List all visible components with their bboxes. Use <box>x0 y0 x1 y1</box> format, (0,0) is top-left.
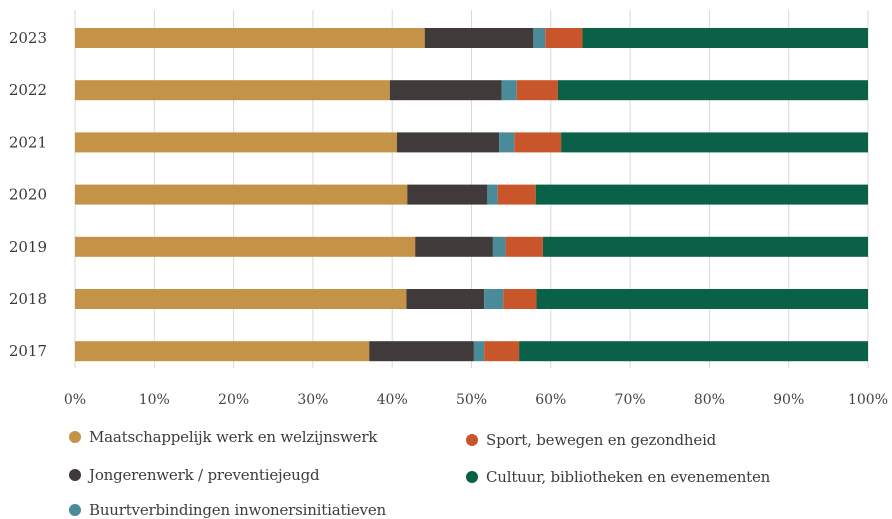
bar-segment <box>519 341 868 362</box>
bar-segment <box>484 341 520 362</box>
y-category-label: 2022 <box>9 81 47 99</box>
bar-segment <box>75 132 397 153</box>
bar-segment <box>389 80 502 101</box>
bar-segment <box>561 132 868 153</box>
bar-segment <box>75 28 425 48</box>
bar-segment <box>75 289 407 309</box>
bar-segment <box>535 184 868 205</box>
x-tick-label: 40% <box>377 392 408 408</box>
x-tick-label: 100% <box>848 392 888 408</box>
bar-segment <box>536 289 868 309</box>
bar-segment <box>545 28 583 48</box>
y-axis-labels: 2023 2022 2021 2020 2019 2018 2017 <box>9 29 47 360</box>
y-category-label: 2018 <box>9 290 47 308</box>
bar-segment <box>415 236 493 257</box>
bar-segment <box>503 289 537 309</box>
bar-segment <box>75 236 416 257</box>
x-tick-label: 20% <box>218 392 249 408</box>
x-tick-label: 30% <box>297 392 328 408</box>
bar-segment <box>516 80 558 101</box>
x-tick-label: 10% <box>139 392 170 408</box>
bar-segment <box>582 28 868 48</box>
bar-segment <box>407 184 488 205</box>
y-category-label: 2023 <box>9 29 47 47</box>
bar-segment <box>492 236 506 257</box>
y-category-label: 2021 <box>9 133 47 151</box>
y-category-label: 2017 <box>9 342 47 360</box>
bar-segment <box>75 184 408 205</box>
y-category-label: 2020 <box>9 186 47 204</box>
bar-segment <box>505 236 543 257</box>
bar-segment <box>514 132 562 153</box>
bar-segment <box>497 184 536 205</box>
bar-segment <box>501 80 517 101</box>
x-tick-label: 60% <box>535 392 566 408</box>
bar-segment <box>557 80 868 101</box>
bar-segment <box>396 132 500 153</box>
bar-segment <box>484 289 504 309</box>
bar-segment <box>424 28 534 48</box>
bar-segment <box>487 184 498 205</box>
bar-segment <box>406 289 485 309</box>
bar-segment <box>75 341 370 362</box>
x-tick-label: 70% <box>615 392 646 408</box>
x-axis-labels: 0% 10% 20% 30% 40% 50% 60% 70% 80% 90% 100% <box>64 392 888 408</box>
x-tick-label: 90% <box>773 392 804 408</box>
bar-segment <box>369 341 474 362</box>
x-tick-label: 50% <box>456 392 487 408</box>
bar-segment <box>499 132 515 153</box>
x-tick-label: 80% <box>694 392 725 408</box>
bar-segment <box>542 236 868 257</box>
bar-segment <box>533 28 546 48</box>
bars-group <box>75 28 868 362</box>
bar-segment <box>75 80 390 101</box>
bar-segment <box>473 341 485 362</box>
x-tick-label: 0% <box>64 392 86 408</box>
y-category-label: 2019 <box>9 238 47 256</box>
